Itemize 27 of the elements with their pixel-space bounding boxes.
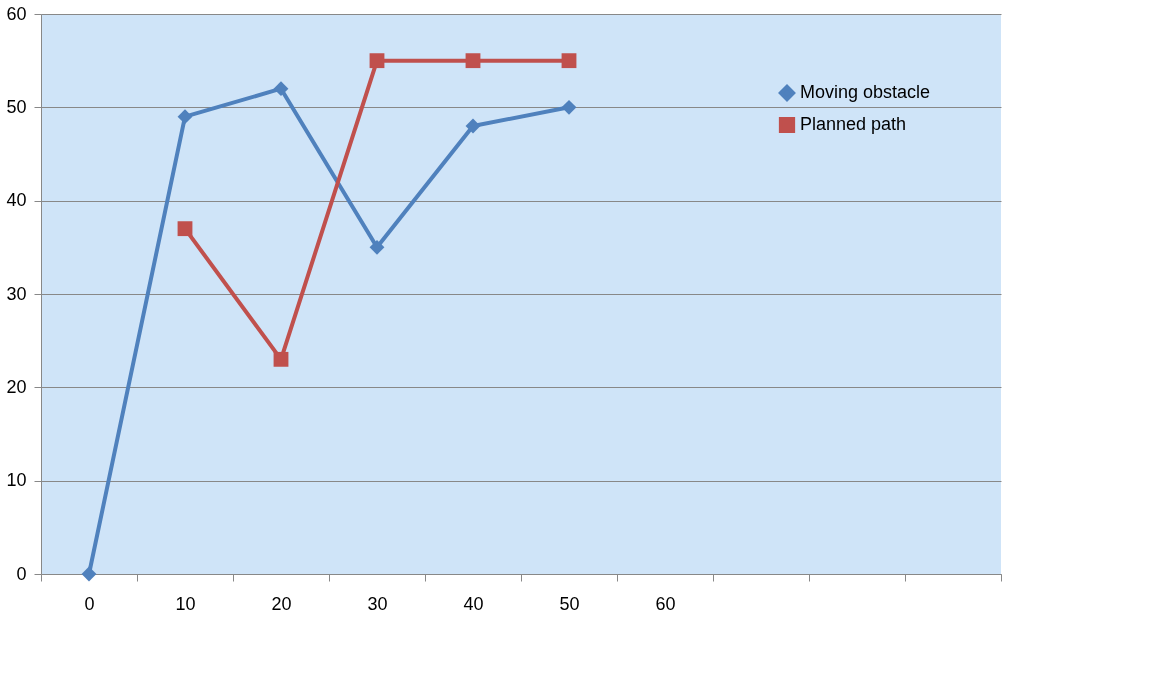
- y-tick-label: 50: [6, 96, 27, 117]
- x-tick-label: 20: [271, 593, 292, 614]
- point: [177, 221, 193, 237]
- x-tick-label: 60: [655, 593, 676, 614]
- point: [273, 81, 289, 97]
- point: [465, 118, 481, 134]
- point: [465, 53, 481, 69]
- point: [369, 239, 385, 255]
- y-tick-label: 20: [6, 376, 27, 397]
- point: [561, 99, 577, 115]
- legend-label: Planned path: [800, 114, 907, 134]
- y-tick-label: 60: [6, 3, 27, 24]
- legend-label: Moving obstacle: [800, 82, 931, 102]
- point: [273, 351, 289, 367]
- point: [561, 53, 577, 69]
- point: [177, 109, 193, 125]
- y-tick-label: 30: [6, 283, 27, 304]
- x-tick-label: 10: [175, 593, 196, 614]
- y-tick-label: 10: [6, 470, 27, 491]
- y-tick-label: 40: [6, 190, 27, 211]
- x-tick-label: 40: [463, 593, 484, 614]
- point: [369, 53, 385, 69]
- x-tick-label: 30: [367, 593, 388, 614]
- point: [81, 566, 97, 582]
- x-tick-label: 0: [84, 593, 95, 614]
- y-tick-label: 0: [16, 563, 27, 584]
- x-tick-label: 50: [559, 593, 580, 614]
